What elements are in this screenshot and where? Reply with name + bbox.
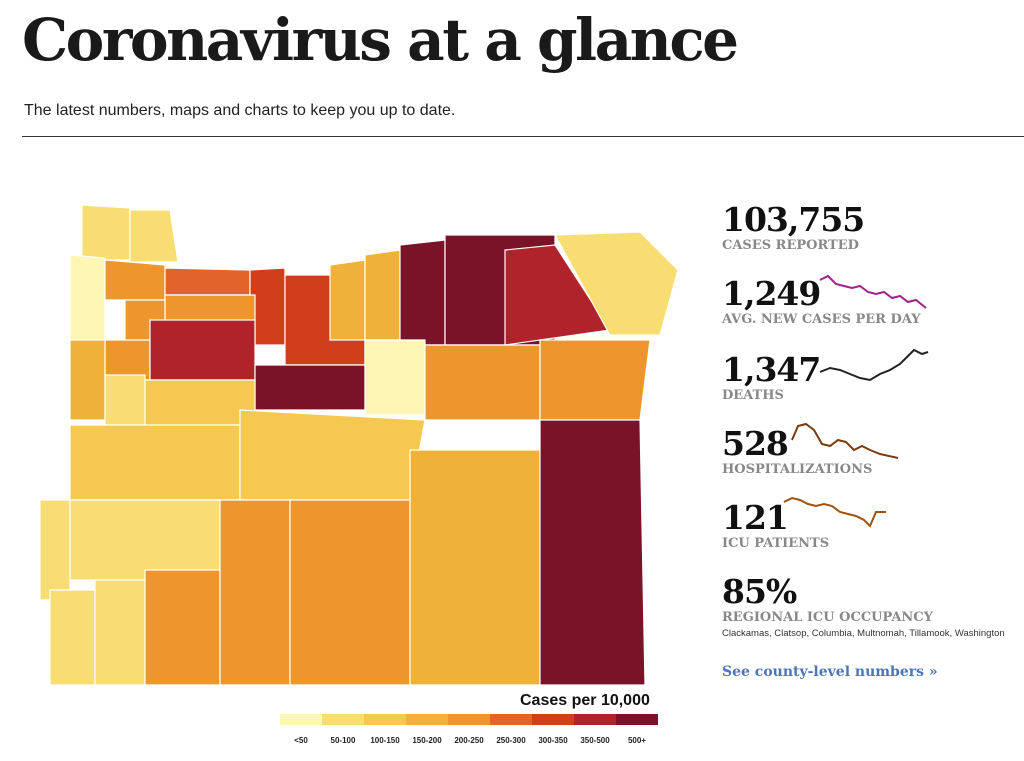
county-region[interactable]	[289, 499, 411, 686]
county-region[interactable]	[144, 379, 256, 431]
legend-bin: 200-250	[448, 714, 490, 745]
sparkline-deaths	[819, 348, 929, 382]
stat-deaths: 1,347 DEATHS	[722, 350, 821, 404]
stat-label: HOSPITALIZATIONS	[722, 462, 873, 477]
county-region[interactable]	[104, 259, 166, 301]
stat-note: Clackamas, Clatsop, Columbia, Multnomah,…	[722, 628, 1005, 639]
county-region[interactable]	[104, 374, 146, 426]
county-region[interactable]	[399, 239, 446, 346]
county-region[interactable]	[539, 339, 651, 421]
map-legend: <50 50-100 100-150 150-200 200-250 250-3…	[280, 714, 658, 745]
county-region[interactable]	[239, 409, 426, 501]
legend-swatch	[406, 714, 448, 725]
stat-label: AVG. NEW CASES PER DAY	[722, 312, 921, 327]
county-region[interactable]	[554, 231, 679, 336]
stat-hospitalizations: 528 HOSPITALIZATIONS	[722, 426, 872, 478]
county-region[interactable]	[149, 319, 256, 381]
legend-title: Cases per 10,000	[520, 692, 650, 709]
divider	[22, 136, 1024, 137]
stat-label: CASES REPORTED	[722, 238, 859, 253]
legend-label: 250-300	[496, 736, 526, 745]
county-region[interactable]	[164, 267, 251, 296]
legend-bin: 50-100	[322, 714, 364, 745]
county-region[interactable]	[94, 579, 146, 686]
county-region[interactable]	[129, 209, 179, 263]
legend-swatch	[448, 714, 490, 725]
legend-label: 350-500	[580, 736, 610, 745]
stat-value: 103,755	[722, 200, 865, 239]
stat-label: ICU PATIENTS	[722, 536, 830, 551]
legend-swatch	[490, 714, 532, 725]
page-title: Coronavirus at a glance	[22, 6, 739, 74]
county-region[interactable]	[69, 339, 106, 421]
legend-bin: 350-500	[574, 714, 616, 745]
legend-label: 150-200	[412, 736, 442, 745]
legend-label: 500+	[627, 736, 647, 745]
stat-icu: 121 ICU PATIENTS	[722, 500, 829, 552]
legend-label: 50-100	[330, 736, 356, 745]
county-region[interactable]	[409, 449, 541, 686]
county-region[interactable]	[39, 499, 71, 601]
county-region[interactable]	[69, 424, 241, 501]
county-region[interactable]	[64, 499, 241, 581]
legend-bin: 300-350	[532, 714, 574, 745]
legend-bin: <50	[280, 714, 322, 745]
county-region[interactable]	[104, 339, 151, 381]
county-region[interactable]	[364, 339, 426, 416]
legend-swatch	[574, 714, 616, 725]
legend-label: 100-150	[370, 736, 400, 745]
legend-label: <50	[294, 736, 308, 745]
stat-value: 528	[722, 424, 789, 463]
stat-label: REGIONAL ICU OCCUPANCY	[722, 610, 933, 625]
legend-bin: 150-200	[406, 714, 448, 745]
legend-bin: 500+	[616, 714, 658, 745]
legend-swatch	[364, 714, 406, 725]
sparkline-hospitalizations	[791, 422, 899, 459]
legend-bin: 250-300	[490, 714, 532, 745]
page-subtitle: The latest numbers, maps and charts to k…	[24, 102, 456, 119]
oregon-county-map	[39, 204, 679, 686]
county-region[interactable]	[69, 254, 106, 341]
stat-value: 121	[722, 498, 789, 537]
county-region[interactable]	[49, 589, 96, 686]
county-region[interactable]	[364, 249, 401, 341]
county-region[interactable]	[81, 204, 131, 261]
stat-icu-occupancy: 85% REGIONAL ICU OCCUPANCY Clackamas, Clat…	[722, 572, 1005, 640]
legend-swatch	[616, 714, 658, 725]
sparkline-icu	[783, 496, 886, 528]
legend-swatch	[322, 714, 364, 725]
county-region[interactable]	[219, 499, 291, 686]
county-region[interactable]	[254, 364, 366, 411]
county-region[interactable]	[424, 344, 541, 421]
stat-value: 1,249	[722, 274, 821, 313]
stat-value: 85%	[722, 572, 797, 611]
county-region[interactable]	[329, 259, 366, 341]
county-region[interactable]	[539, 419, 646, 686]
stat-cases: 103,755 CASES REPORTED	[722, 200, 865, 254]
legend-label: 300-350	[538, 736, 568, 745]
legend-bin: 100-150	[364, 714, 406, 745]
county-region[interactable]	[144, 569, 221, 686]
legend-swatch	[280, 714, 322, 725]
legend-swatch	[532, 714, 574, 725]
county-numbers-link[interactable]: See county-level numbers »	[722, 664, 938, 680]
stat-new-cases: 1,249 AVG. NEW CASES PER DAY	[722, 276, 921, 328]
stat-label: DEATHS	[722, 388, 784, 403]
sparkline-new-cases	[819, 274, 927, 309]
legend-label: 200-250	[454, 736, 484, 745]
stat-value: 1,347	[722, 350, 821, 389]
